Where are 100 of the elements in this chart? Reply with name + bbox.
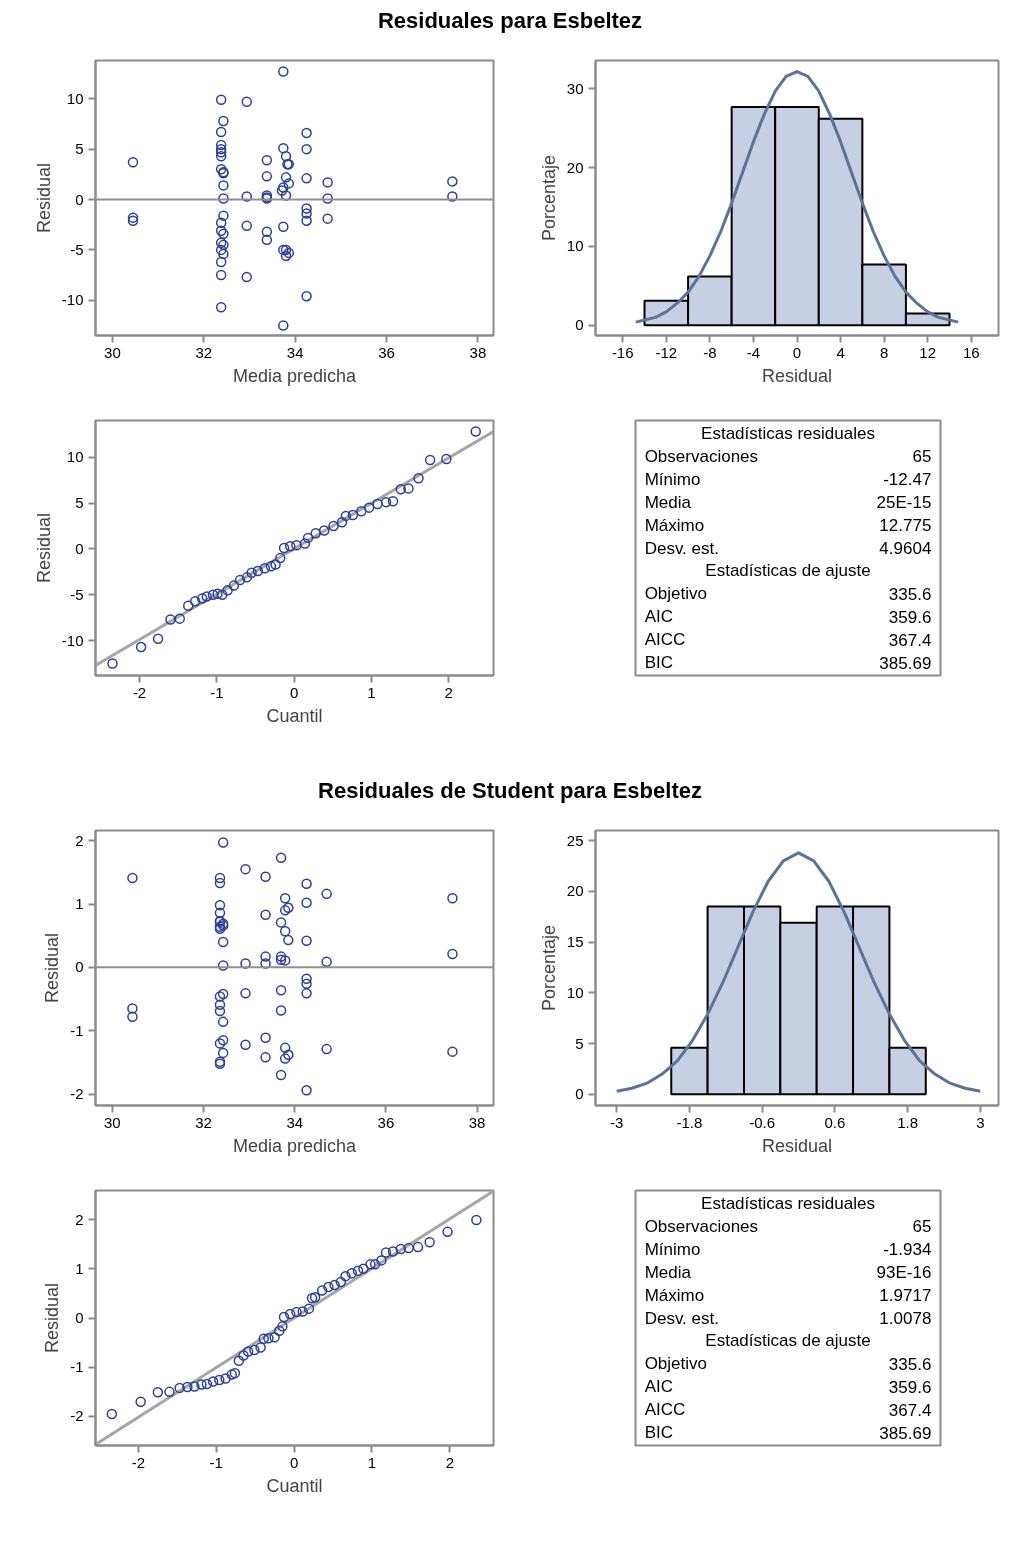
point [259, 562, 270, 574]
point [310, 528, 321, 539]
y-tick-label: 0 [75, 539, 84, 557]
category-label: BIC [644, 653, 673, 673]
y-tick-label: 15 [566, 933, 584, 951]
x-tick-label: 30 [104, 343, 121, 361]
x-tick-label: 36 [378, 343, 395, 361]
y-tick-label: 10 [566, 983, 584, 1001]
y-tick-label: 5 [75, 494, 84, 512]
x-tick-label: 0 [289, 683, 299, 701]
point [165, 614, 176, 625]
point [363, 502, 375, 513]
category-label: AIC [644, 607, 673, 627]
text: 385.69 [879, 1423, 932, 1443]
y-tick-label: 25 [566, 831, 584, 849]
point [246, 567, 257, 579]
y-axis-title: Residual [33, 162, 54, 234]
point [207, 589, 219, 601]
point [372, 498, 383, 510]
category-label: AICC [644, 1400, 686, 1420]
category-label: Objetivo [644, 1354, 708, 1374]
point [189, 595, 201, 607]
y-tick-label: 0 [575, 1085, 584, 1103]
x-tick-label: 38 [468, 1113, 486, 1131]
point [174, 613, 185, 624]
x-tick-label: 1 [367, 683, 376, 701]
y-axis-title: Residual [42, 1282, 63, 1354]
point [285, 540, 296, 552]
point [278, 542, 290, 554]
point [152, 633, 164, 645]
category-label: Desv. est. [644, 1308, 719, 1328]
y-tick-label: -5 [70, 585, 84, 603]
y-axis-title: Residual [33, 512, 54, 584]
point [274, 552, 286, 564]
x-axis-title: Media predicha [232, 365, 358, 386]
x-tick-label: 3 [976, 1113, 985, 1131]
point [291, 540, 302, 551]
x-axis-title: Media predicha [232, 1135, 358, 1156]
x-tick-label: 38 [469, 343, 487, 361]
y-tick-label: -1 [70, 1021, 84, 1039]
x-tick-label: 30 [104, 1113, 121, 1131]
point [182, 600, 194, 612]
point [347, 509, 359, 521]
y-tick-label: 10 [66, 89, 84, 107]
x-tick-label: 1.8 [897, 1113, 919, 1131]
text: Estadísticas residuales [701, 423, 875, 443]
point [380, 496, 392, 508]
point [441, 453, 452, 465]
point [413, 473, 424, 484]
y-tick-label: -2 [70, 1407, 84, 1425]
x-axis-title: Cuantil [266, 705, 323, 726]
text: 359.6 [888, 1377, 932, 1397]
y-axis-title: Residual [42, 932, 63, 1004]
x-tick-label: 32 [195, 343, 213, 361]
y-tick-label: 10 [566, 237, 584, 255]
x-tick-label: 34 [286, 343, 304, 361]
category-label: Mínimo [644, 1239, 701, 1259]
text: 12.775 [879, 516, 932, 536]
y-tick-label: 2 [75, 831, 84, 849]
x-tick-label: 1 [367, 1453, 377, 1471]
x-tick-label: 16 [962, 343, 980, 361]
y-tick-label: -10 [61, 291, 84, 309]
x-tick-label: 32 [195, 1113, 212, 1131]
point [302, 532, 314, 544]
category-label: Media [644, 1262, 692, 1282]
text: 4.9604 [879, 539, 932, 558]
x-tick-label: 2 [445, 1453, 455, 1471]
x-tick-label: 36 [377, 1113, 395, 1131]
category-label: BIC [644, 1423, 673, 1443]
x-tick-label: 4 [836, 343, 845, 361]
x-tick-label: 0.6 [824, 1113, 846, 1131]
x-tick-label: 0 [289, 1453, 299, 1471]
chart-title: Residuales de Student para Esbeltez [317, 777, 703, 805]
x-tick-label: -0.6 [749, 1113, 776, 1131]
x-tick-label: -1 [209, 1453, 223, 1471]
text: -12.47 [883, 470, 932, 490]
text: Estadísticas residuales [701, 1193, 875, 1213]
point [340, 510, 352, 522]
point [252, 565, 264, 577]
text: 359.6 [888, 607, 932, 627]
point [470, 426, 481, 437]
y-axis-title: Porcentaje [538, 154, 559, 242]
y-tick-label: 0 [75, 1309, 84, 1326]
line-series [634, 70, 960, 324]
text: 93E-16 [876, 1262, 932, 1282]
point [395, 484, 407, 495]
y-tick-label: 2 [75, 1210, 84, 1228]
point [328, 520, 339, 532]
text: 385.69 [879, 653, 932, 673]
point [265, 561, 277, 572]
x-tick-label: -8 [703, 343, 717, 361]
text: 65 [912, 447, 932, 467]
point [201, 591, 213, 602]
point [222, 584, 233, 596]
y-tick-label: 1 [75, 1259, 84, 1277]
y-tick-label: 0 [75, 190, 84, 208]
text: 25E-15 [876, 492, 932, 512]
x-tick-label: -1 [210, 683, 224, 701]
category-label: Observaciones [644, 1216, 759, 1236]
text: 335.6 [888, 584, 932, 604]
